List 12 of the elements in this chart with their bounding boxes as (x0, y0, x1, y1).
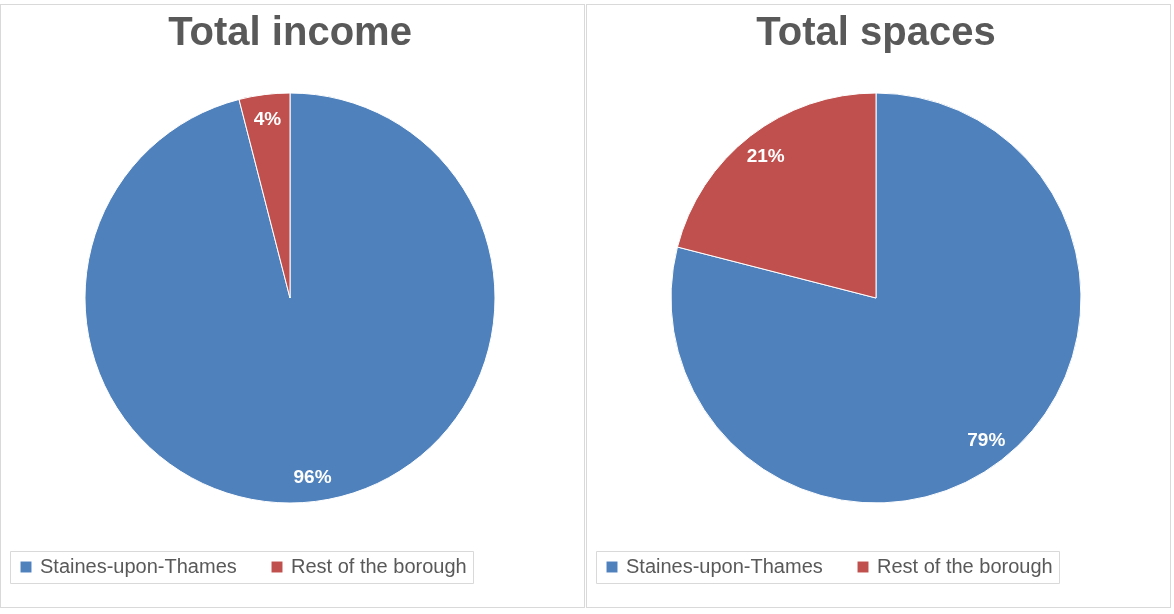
legend-label: Staines-upon-Thames (626, 555, 823, 577)
data-label: 4% (253, 108, 282, 130)
legend-label: Rest of the borough (877, 555, 1053, 577)
data-label: 21% (746, 144, 785, 166)
data-label: 79% (967, 429, 1006, 451)
data-label: 96% (293, 465, 332, 487)
legend-label: Staines-upon-Thames (40, 555, 237, 577)
pie-slice (84, 92, 496, 504)
legend-label: Rest of the borough (291, 555, 467, 577)
chart-title: Total spaces (756, 9, 996, 53)
chart-title: Total income (168, 9, 412, 53)
pie-slice (670, 92, 1082, 504)
